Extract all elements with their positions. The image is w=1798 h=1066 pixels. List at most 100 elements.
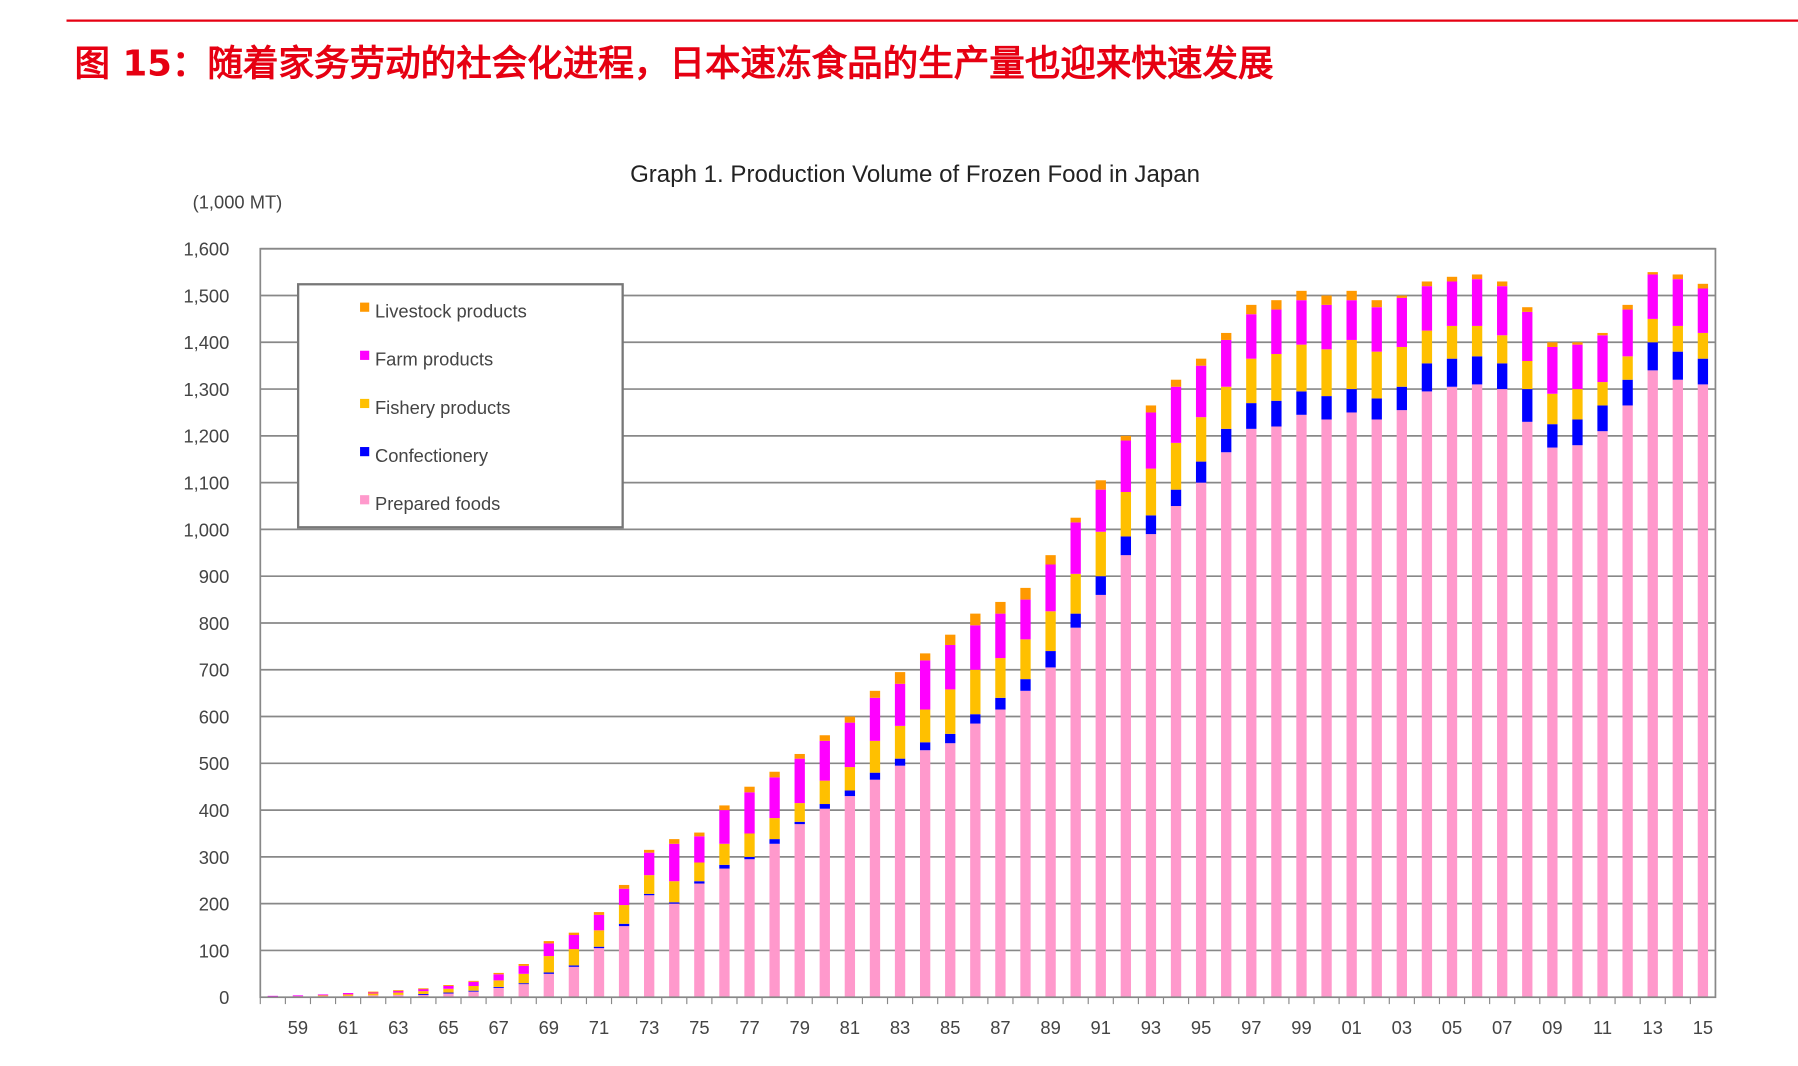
bar-segment-prepared bbox=[694, 883, 705, 998]
bar-segment-fishery bbox=[1045, 611, 1056, 652]
bar-segment-livestock bbox=[1346, 290, 1357, 301]
bar-segment-prepared bbox=[644, 895, 655, 998]
legend-swatch-fishery bbox=[360, 398, 370, 409]
bar-segment-confectionery bbox=[1672, 351, 1683, 380]
bar-segment-confectionery bbox=[869, 772, 881, 780]
x-tick-label: 95 bbox=[1191, 1017, 1211, 1038]
bar-segment-prepared bbox=[593, 948, 605, 998]
bar-segment-fishery bbox=[1622, 356, 1633, 380]
bar-segment-fishery bbox=[945, 689, 956, 734]
bar-segment-prepared bbox=[995, 709, 1006, 998]
bar-segment-farm bbox=[1697, 288, 1709, 333]
bar-segment-confectionery bbox=[1421, 363, 1433, 392]
bar-segment-prepared bbox=[1672, 379, 1683, 998]
bar-segment-prepared bbox=[1421, 391, 1433, 998]
bar-segment-fishery bbox=[1296, 344, 1307, 392]
bar-segment-confectionery bbox=[1547, 424, 1558, 448]
bar-segment-prepared bbox=[1221, 452, 1232, 998]
bar-segment-confectionery bbox=[1070, 613, 1081, 628]
bar-segment-fishery bbox=[1221, 386, 1232, 429]
bar-segment-fishery bbox=[995, 658, 1006, 698]
bar-segment-livestock bbox=[368, 991, 379, 993]
y-tick-label: 500 bbox=[199, 753, 230, 774]
bar-segment-fishery bbox=[1346, 339, 1357, 390]
bar-segment-prepared bbox=[1572, 445, 1583, 998]
bar-segment-livestock bbox=[1371, 300, 1382, 308]
bar-segment-fishery bbox=[669, 881, 680, 903]
x-tick-label: 59 bbox=[288, 1017, 308, 1038]
bar-segment-farm bbox=[644, 852, 655, 876]
bar-segment-livestock bbox=[1020, 587, 1031, 600]
bar-segment-farm bbox=[1120, 440, 1132, 492]
bar-segment-prepared bbox=[744, 859, 755, 998]
x-tick-label: 05 bbox=[1442, 1017, 1462, 1038]
legend-swatch-confectionery bbox=[360, 447, 370, 457]
bar-segment-fishery bbox=[1371, 351, 1382, 399]
bar-segment-prepared bbox=[919, 750, 931, 998]
bar-segment-confectionery bbox=[618, 923, 630, 927]
bar-segment-farm bbox=[1346, 300, 1357, 340]
bar-segment-confectionery bbox=[493, 986, 504, 988]
bar-segment-fishery bbox=[694, 862, 705, 882]
bar-segment-livestock bbox=[1471, 274, 1483, 280]
x-tick-label: 77 bbox=[739, 1017, 759, 1038]
x-tick-label: 97 bbox=[1241, 1017, 1261, 1038]
x-tick-label: 11 bbox=[1593, 1017, 1612, 1038]
bar-segment-fishery bbox=[468, 985, 479, 991]
bar-segment-confectionery bbox=[543, 972, 554, 974]
bar-segment-farm bbox=[393, 990, 404, 993]
bar-segment-fishery bbox=[618, 905, 630, 924]
bar-segment-livestock bbox=[1497, 281, 1508, 287]
x-tick-label: 71 bbox=[589, 1017, 609, 1038]
bar-segment-farm bbox=[618, 888, 630, 906]
bar-segment-confectionery bbox=[945, 733, 956, 744]
bar-segment-confectionery bbox=[1572, 419, 1583, 446]
bar-segment-livestock bbox=[1296, 290, 1307, 301]
bar-segment-prepared bbox=[568, 966, 580, 998]
bar-segment-livestock bbox=[1120, 435, 1132, 441]
bar-segment-livestock bbox=[593, 912, 605, 915]
bar-segment-fishery bbox=[1547, 393, 1558, 425]
bar-segment-fishery bbox=[1170, 442, 1182, 490]
bar-segment-prepared bbox=[1070, 627, 1081, 998]
bar-segment-livestock bbox=[694, 832, 705, 837]
x-tick-label: 65 bbox=[438, 1017, 458, 1038]
bar-segment-farm bbox=[1070, 522, 1081, 574]
bar-segment-livestock bbox=[1246, 304, 1257, 315]
y-tick-label: 1,100 bbox=[183, 473, 229, 494]
bar-segment-fishery bbox=[1497, 335, 1508, 364]
y-tick-label: 1,600 bbox=[183, 239, 229, 260]
bar-segment-fishery bbox=[644, 875, 655, 894]
legend-label-confectionery: Confectionery bbox=[375, 445, 489, 466]
x-tick-label: 79 bbox=[790, 1017, 810, 1038]
bar-segment-prepared bbox=[1446, 386, 1458, 998]
legend-label-farm: Farm products bbox=[375, 349, 493, 370]
bar-segment-confectionery bbox=[1195, 461, 1207, 483]
bar-segment-livestock bbox=[1647, 272, 1658, 275]
bar-segment-prepared bbox=[819, 808, 830, 998]
x-tick-labels: 59 61 63 65 67 69 71 73 75 77 79 81 83 85 87 89 91 93 95 97… bbox=[288, 1017, 1713, 1038]
x-tick-label: 13 bbox=[1643, 1017, 1663, 1038]
bar-segment-prepared bbox=[1497, 389, 1508, 998]
x-tick-label: 83 bbox=[890, 1017, 910, 1038]
bar-segment-confectionery bbox=[1170, 489, 1182, 507]
bar-segment-livestock bbox=[1547, 342, 1558, 347]
bar-segment-livestock bbox=[1622, 304, 1633, 310]
bar-segment-farm bbox=[819, 740, 830, 781]
bar-segment-confectionery bbox=[1371, 398, 1382, 420]
bar-segment-farm bbox=[468, 981, 479, 986]
x-tick-label: 09 bbox=[1542, 1017, 1562, 1038]
bar-segment-fishery bbox=[1572, 389, 1583, 420]
bar-segment-fishery bbox=[1246, 358, 1257, 404]
bar-segment-confectionery bbox=[518, 983, 529, 985]
bar-segment-confectionery bbox=[1045, 651, 1056, 668]
x-tick-label: 03 bbox=[1392, 1017, 1412, 1038]
bar-segment-livestock bbox=[1672, 274, 1683, 280]
bar-segment-livestock bbox=[1697, 283, 1709, 289]
bar-segment-prepared bbox=[1296, 414, 1307, 998]
bar-segment-fishery bbox=[769, 818, 780, 840]
bar-segment-prepared bbox=[1120, 555, 1132, 998]
bar-segment-prepared bbox=[1471, 384, 1483, 998]
y-tick-label: 200 bbox=[199, 894, 230, 915]
